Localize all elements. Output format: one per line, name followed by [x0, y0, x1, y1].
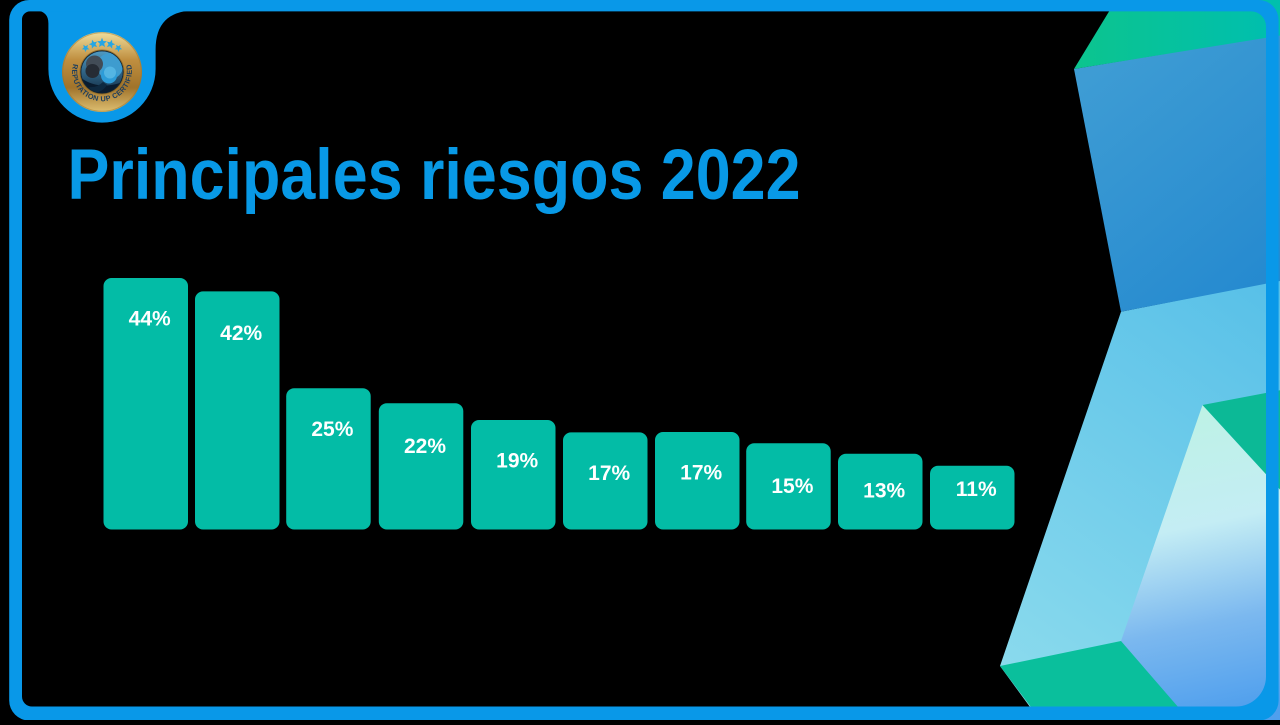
svg-text:44%: 44% [129, 308, 171, 331]
svg-text:17%: 17% [588, 462, 630, 485]
svg-text:42%: 42% [220, 322, 262, 345]
svg-text:17%: 17% [680, 462, 722, 485]
svg-text:11%: 11% [956, 478, 997, 501]
svg-text:13%: 13% [863, 479, 905, 502]
svg-text:19%: 19% [496, 449, 538, 472]
svg-text:15%: 15% [771, 475, 813, 498]
svg-text:Principales riesgos 2022: Principales riesgos 2022 [68, 136, 801, 215]
svg-text:22%: 22% [404, 435, 446, 458]
svg-text:25%: 25% [311, 418, 353, 441]
